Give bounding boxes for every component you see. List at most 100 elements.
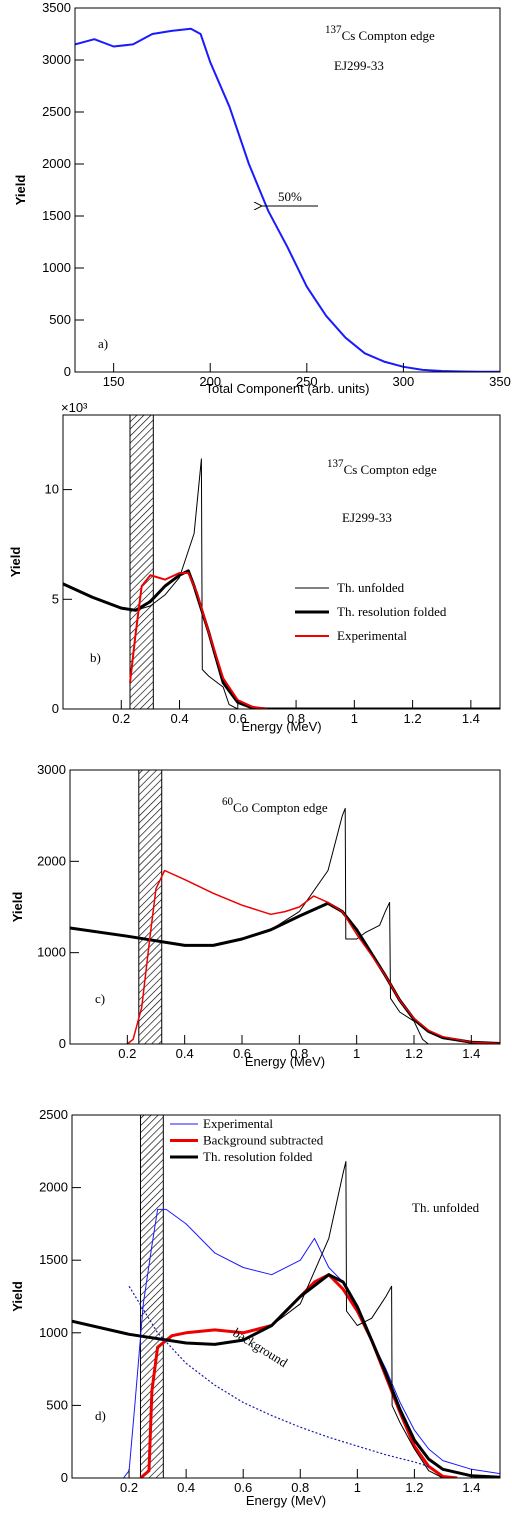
y-tick-label: 2000 — [37, 853, 66, 868]
y-tick-label: 500 — [49, 312, 71, 327]
x-tick-label: 1.2 — [405, 1046, 423, 1061]
y-tick-label: 3500 — [42, 0, 71, 15]
x-tick-label: 1 — [354, 1480, 361, 1495]
y-tick-label: 3000 — [42, 52, 71, 67]
y-axis-title: Yield — [13, 175, 28, 206]
x-tick-label: 0.6 — [233, 1046, 251, 1061]
annotation: 137Cs Compton edge — [327, 458, 437, 477]
annotation: 50% — [278, 189, 302, 204]
y-tick-label: 1500 — [39, 1252, 68, 1267]
annotation-superscript: 137 — [327, 458, 344, 470]
x-axis-title: Energy (MeV) — [245, 1054, 325, 1069]
legend-label: Experimental — [337, 628, 407, 643]
y-tick-label: 3000 — [37, 762, 66, 777]
y-multiplier: ×10³ — [61, 400, 88, 415]
annotation-text: 50% — [278, 189, 302, 204]
data-line — [72, 1273, 500, 1478]
panel-label: b) — [90, 650, 101, 665]
x-tick-label: 0.8 — [287, 711, 305, 726]
data-line — [63, 458, 500, 709]
y-axis-title: Yield — [10, 1281, 25, 1312]
y-tick-label: 2500 — [42, 104, 71, 119]
annotation: EJ299-33 — [342, 510, 392, 525]
data-line — [72, 1161, 500, 1478]
y-tick-label: 1000 — [42, 260, 71, 275]
annotation-superscript: 60 — [222, 796, 234, 808]
data-line — [128, 1285, 429, 1467]
x-tick-label: 0.6 — [234, 1480, 252, 1495]
x-tick-label: 0.4 — [176, 1046, 194, 1061]
legend-label: Th. resolution folded — [337, 604, 447, 619]
annotation-text: Cs Compton edge — [344, 462, 437, 477]
annotation-text: Cs Compton edge — [342, 28, 435, 43]
y-tick-label: 1000 — [37, 945, 66, 960]
x-tick-label: 200 — [199, 374, 221, 389]
y-tick-label: 1500 — [42, 208, 71, 223]
x-tick-label: 0.6 — [229, 711, 247, 726]
x-tick-label: 0.2 — [112, 711, 130, 726]
x-tick-label: 0.4 — [170, 711, 188, 726]
legend-label: Th. unfolded — [337, 580, 405, 595]
x-tick-label: 1.2 — [405, 1480, 423, 1495]
y-tick-label: 2000 — [42, 156, 71, 171]
y-tick-label: 10 — [45, 482, 59, 497]
annotation: 137Cs Compton edge — [325, 24, 435, 43]
data-line — [70, 807, 500, 1044]
x-tick-label: 0.2 — [120, 1480, 138, 1495]
y-tick-label: 500 — [46, 1397, 68, 1412]
y-axis-title: Yield — [10, 892, 25, 923]
legend-label: Background subtracted — [203, 1133, 324, 1148]
y-tick-label: 0 — [64, 364, 71, 379]
y-tick-label: 5 — [52, 591, 59, 606]
plot-frame — [74, 7, 501, 373]
x-axis-title: Total Component (arb. units) — [205, 381, 369, 396]
panel-label: c) — [95, 991, 105, 1006]
y-tick-label: 2000 — [39, 1180, 68, 1195]
x-tick-label: 1.4 — [462, 1480, 480, 1495]
panel-label: a) — [98, 336, 108, 351]
x-tick-label: 0.8 — [290, 1046, 308, 1061]
plot-frame — [69, 769, 501, 1045]
legend-label: Th. resolution folded — [203, 1149, 313, 1164]
data-line — [139, 1273, 458, 1478]
x-tick-label: 0.2 — [118, 1046, 136, 1061]
data-line — [123, 1208, 500, 1478]
annotation: EJ299-33 — [334, 58, 384, 73]
data-line — [75, 27, 500, 372]
hatched-band — [129, 414, 154, 710]
x-tick-label: 1.4 — [462, 711, 480, 726]
annotation: Th. unfolded — [412, 1200, 480, 1215]
x-tick-label: 150 — [103, 374, 125, 389]
x-tick-label: 1.2 — [404, 711, 422, 726]
annotation-superscript: 137 — [325, 24, 342, 36]
x-tick-label: 1 — [351, 711, 358, 726]
x-tick-label: 0.8 — [291, 1480, 309, 1495]
legend-label: Experimental — [203, 1116, 273, 1131]
y-tick-label: 0 — [52, 701, 59, 716]
y-tick-label: 2500 — [39, 1107, 68, 1122]
x-axis-title: Energy (MeV) — [241, 719, 321, 734]
y-tick-label: 1000 — [39, 1325, 68, 1340]
annotation: 60Co Compton edge — [222, 796, 328, 815]
x-tick-label: 1 — [353, 1046, 360, 1061]
data-line — [126, 869, 500, 1044]
annotation-text: Th. unfolded — [412, 1200, 480, 1215]
x-tick-label: 250 — [296, 374, 318, 389]
y-tick-label: 0 — [61, 1470, 68, 1485]
x-tick-label: 1.4 — [462, 1046, 480, 1061]
data-line — [63, 569, 500, 709]
annotation-text: EJ299-33 — [334, 58, 384, 73]
plot-frame — [62, 414, 501, 710]
panel-label: d) — [95, 1408, 106, 1423]
x-axis-title: Energy (MeV) — [246, 1493, 326, 1508]
y-axis-title: Yield — [8, 547, 23, 578]
x-tick-label: 300 — [393, 374, 415, 389]
plot-frame — [71, 1114, 501, 1479]
y-tick-label: 0 — [59, 1036, 66, 1051]
x-tick-label: 0.4 — [177, 1480, 195, 1495]
x-tick-label: 350 — [489, 374, 511, 389]
annotation-text: Co Compton edge — [233, 800, 328, 815]
annotation-text: EJ299-33 — [342, 510, 392, 525]
data-line — [70, 901, 500, 1044]
